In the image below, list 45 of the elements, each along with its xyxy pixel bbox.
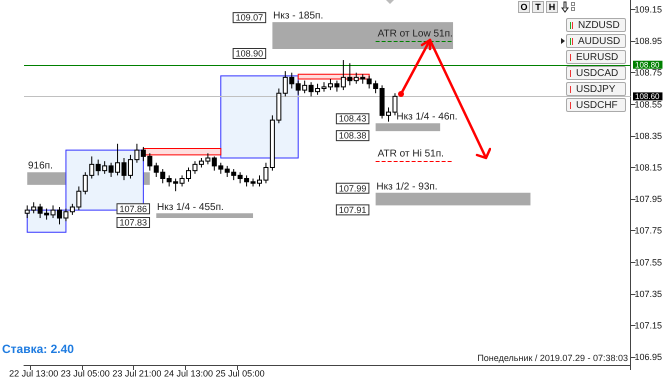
annotation: 107.86 bbox=[120, 204, 148, 214]
annotation: 108.38 bbox=[338, 130, 366, 141]
band-label: 916п. bbox=[28, 160, 53, 172]
annotation: 107.99 bbox=[338, 183, 366, 194]
y-tick-label: 108.95 bbox=[634, 36, 662, 46]
annotation: T bbox=[532, 1, 544, 13]
annotation: 107.91 bbox=[338, 204, 366, 215]
y-tick-label: 106.95 bbox=[634, 352, 662, 362]
band-label: Нкз 1/4 - 455п. bbox=[157, 202, 224, 213]
y-tick-label: 108.15 bbox=[634, 162, 662, 172]
annotation: USDCHF bbox=[576, 100, 618, 110]
annotation: NZDUSD bbox=[578, 20, 620, 30]
y-tick-label: 109.15 bbox=[634, 4, 662, 14]
y-tick-label: 107.35 bbox=[634, 288, 662, 299]
ref-line-label: ATR от Hi 51п. bbox=[378, 148, 444, 160]
band-label: Нкз - 185п. bbox=[273, 10, 324, 22]
x-tick-label: 22 Jul 13:00 bbox=[9, 368, 58, 378]
annotation: 107.83 bbox=[120, 218, 148, 228]
annotation: 108.90 bbox=[236, 48, 264, 58]
ref-line-label: 108.60 bbox=[635, 92, 660, 101]
annotation: 108.43 bbox=[338, 114, 366, 124]
y-tick-label: 108.75 bbox=[634, 68, 662, 78]
x-tick-label: 23 Jul 21:00 bbox=[112, 368, 162, 378]
x-tick-label: 23 Jul 05:00 bbox=[60, 368, 110, 378]
ref-line-label: ATR от Low 51п. bbox=[378, 28, 453, 40]
x-tick-label: 25 Jul 05:00 bbox=[216, 368, 265, 378]
band-label: Нкз 1/4 - 46п. bbox=[396, 112, 458, 123]
y-tick-label: 107.75 bbox=[634, 226, 662, 236]
band-label: Нкз 1/2 - 93п. bbox=[376, 181, 438, 192]
annotation: 109.07 bbox=[236, 12, 264, 23]
annotation: O bbox=[518, 1, 530, 13]
y-tick-label: 108.55 bbox=[634, 99, 662, 110]
annotation: USDJPY bbox=[576, 84, 616, 94]
y-tick-label: 107.15 bbox=[634, 320, 662, 330]
y-tick-label: 107.95 bbox=[634, 194, 662, 204]
annotation: Понедельник / 2019.07.29 - 07:38:03 bbox=[477, 353, 628, 363]
y-tick-label: 108.35 bbox=[634, 130, 662, 141]
y-tick-label: 107.55 bbox=[634, 257, 662, 268]
annotation: Ставка: 2.40 bbox=[2, 342, 74, 356]
annotation: EURUSD bbox=[576, 52, 618, 62]
annotation: H bbox=[546, 1, 558, 13]
x-tick-label: 24 Jul 13:00 bbox=[164, 368, 214, 378]
annotation: AUDUSD bbox=[578, 36, 620, 46]
annotation: USDCAD bbox=[576, 68, 618, 78]
ref-line-label: 108.80 bbox=[635, 60, 660, 70]
